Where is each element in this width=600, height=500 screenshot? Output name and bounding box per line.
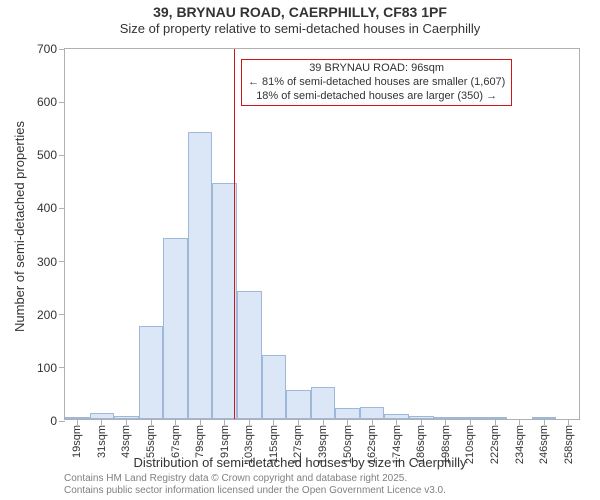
x-tick-label: 67sqm [170,425,182,458]
y-tick [59,49,65,50]
footnote-line-2: Contains public sector information licen… [64,485,446,497]
y-tick-label: 0 [50,414,57,428]
histogram-bar [335,408,360,419]
histogram-bar [163,238,188,419]
x-tick-label: 43sqm [120,425,132,458]
x-tick-label: 31sqm [96,425,108,458]
property-callout: 39 BRYNAU ROAD: 96sqm← 81% of semi-detac… [241,59,512,106]
y-tick [59,208,65,209]
x-tick-label: 19sqm [71,425,83,458]
x-tick-label: 55sqm [145,425,157,458]
title-line-2: Size of property relative to semi-detach… [0,21,600,36]
footnote-line-1: Contains HM Land Registry data © Crown c… [64,473,446,485]
title-line-1: 39, BRYNAU ROAD, CAERPHILLY, CF83 1PF [0,4,600,20]
y-axis-label: Number of semi-detached properties [12,16,27,227]
histogram-bar [237,291,262,419]
y-tick [59,421,65,422]
histogram-bar [188,132,213,419]
y-tick [59,155,65,156]
y-tick [59,314,65,315]
callout-line: ← 81% of semi-detached houses are smalle… [248,76,505,90]
y-tick-label: 500 [37,148,57,162]
x-tick-label: 79sqm [194,425,206,458]
y-tick-label: 300 [37,255,57,269]
footnote: Contains HM Land Registry data © Crown c… [64,473,446,497]
y-tick-label: 400 [37,201,57,215]
histogram-bar [139,326,164,419]
callout-line: 18% of semi-detached houses are larger (… [248,90,505,104]
chart-container: 39, BRYNAU ROAD, CAERPHILLY, CF83 1PF Si… [0,0,600,500]
callout-line: 39 BRYNAU ROAD: 96sqm [248,62,505,76]
title-block: 39, BRYNAU ROAD, CAERPHILLY, CF83 1PF Si… [0,4,600,36]
histogram-bar [262,355,287,419]
y-tick-label: 200 [37,308,57,322]
histogram-bar [311,387,336,419]
histogram-bar [212,183,237,419]
y-tick [59,102,65,103]
plot-area: 010020030040050060070019sqm31sqm43sqm55s… [64,48,580,420]
histogram-bar [286,390,311,419]
y-tick [59,261,65,262]
property-marker-line [234,49,235,419]
x-axis-label: Distribution of semi-detached houses by … [0,455,600,470]
y-tick-label: 100 [37,361,57,375]
y-tick [59,367,65,368]
y-tick-label: 600 [37,95,57,109]
x-tick-label: 91sqm [219,425,231,458]
histogram-bar [360,407,385,419]
y-tick-label: 700 [37,42,57,56]
